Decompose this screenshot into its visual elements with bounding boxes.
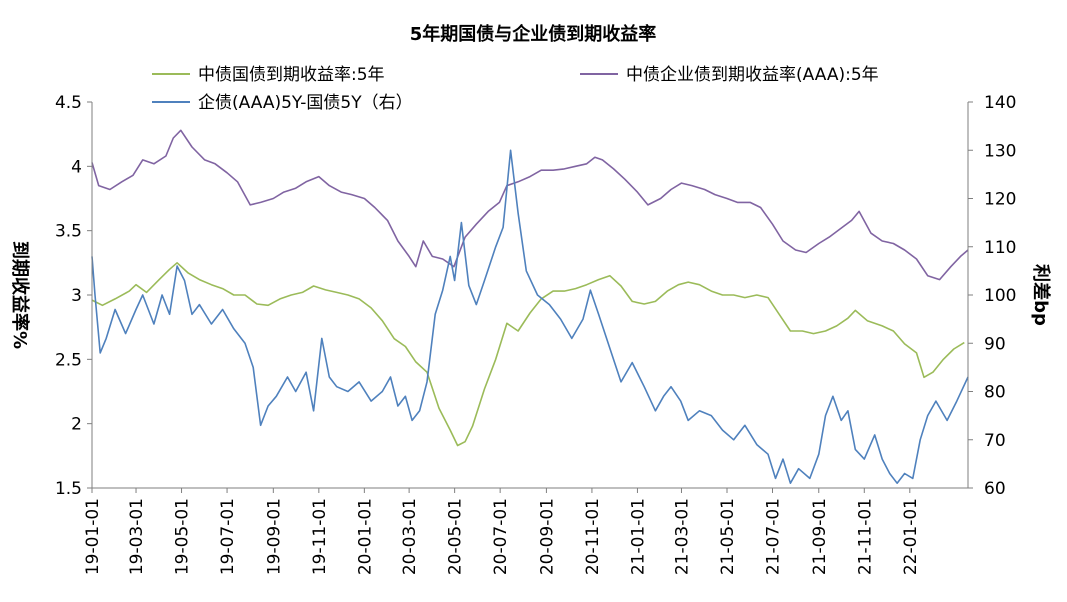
y-left-tick-label: 4.5	[55, 93, 82, 113]
y-right-tick-label: 120	[984, 190, 1016, 210]
series-line-gov	[91, 262, 965, 447]
y-axis-right-label: 利差bp	[1030, 264, 1052, 326]
y-right-tick-label: 100	[984, 286, 1016, 306]
chart-title: 5年期国债与企业债到期收益率	[410, 23, 657, 45]
series-line-corp	[91, 129, 969, 281]
y-right-tick-label: 80	[984, 383, 1006, 403]
x-tick-label: 20-01-01	[355, 498, 375, 575]
x-tick-label: 20-11-01	[583, 498, 603, 575]
x-tick-label: 21-05-01	[718, 498, 738, 575]
y-right-tick-label: 90	[984, 334, 1006, 354]
x-tick-label: 22-01-01	[901, 498, 921, 575]
x-tick-label: 20-09-01	[537, 498, 557, 575]
x-tick-label: 20-03-01	[400, 498, 420, 575]
x-tick-label: 21-07-01	[764, 498, 784, 575]
x-tick-label: 21-01-01	[628, 498, 648, 575]
x-tick-label: 19-03-01	[127, 498, 147, 575]
y-right-tick-label: 70	[984, 431, 1006, 451]
plot-lines	[91, 129, 969, 484]
y-left-tick-label: 1.5	[55, 479, 82, 499]
legend-label-corp: 中债企业债到期收益率(AAA):5年	[626, 65, 879, 85]
y-axis-left-label: 到期收益率%	[9, 241, 31, 349]
x-tick-label: 21-09-01	[810, 498, 830, 575]
legend: 中债国债到期收益率:5年 中债企业债到期收益率(AAA):5年 企债(AAA)5…	[152, 65, 879, 113]
x-tick-label: 21-11-01	[855, 498, 875, 575]
y-left-tick-label: 3	[71, 286, 82, 306]
y-right-tick-label: 130	[984, 141, 1016, 161]
legend-item-spread: 企债(AAA)5Y-国债5Y（右）	[152, 93, 413, 113]
legend-item-gov: 中债国债到期收益率:5年	[152, 65, 385, 85]
legend-item-corp: 中债企业债到期收益率(AAA):5年	[580, 65, 879, 85]
x-tick-label: 19-07-01	[218, 498, 238, 575]
y-left-tick-label: 2.5	[55, 350, 82, 370]
x-tick-label: 19-01-01	[83, 498, 103, 575]
x-tick-label: 19-09-01	[264, 498, 284, 575]
x-tick-label: 20-05-01	[446, 498, 466, 575]
axes: 1.5 2 2.5 3 3.5 4 4.5 60 70 80 90 100 110 120 130 140 19…	[55, 93, 1017, 575]
x-tick-label: 20-07-01	[491, 498, 511, 575]
y-left-tick-label: 2	[71, 415, 82, 435]
y-right-tick-label: 140	[984, 93, 1016, 113]
series-line-spread	[91, 149, 969, 484]
x-tick-label: 19-05-01	[173, 498, 193, 575]
x-tick-label: 21-03-01	[673, 498, 693, 575]
y-right-tick-label: 110	[984, 238, 1016, 258]
legend-label-gov: 中债国债到期收益率:5年	[198, 65, 385, 85]
y-right-tick-label: 60	[984, 479, 1006, 499]
y-left-tick-label: 3.5	[55, 222, 82, 242]
legend-label-spread: 企债(AAA)5Y-国债5Y（右）	[198, 93, 413, 113]
y-left-tick-label: 4	[71, 157, 82, 177]
x-tick-label: 19-11-01	[310, 498, 330, 575]
